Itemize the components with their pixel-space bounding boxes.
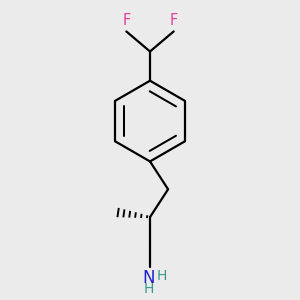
Text: H: H [143,282,154,296]
Text: F: F [122,13,130,28]
Text: N: N [142,268,155,286]
Text: F: F [169,13,178,28]
Text: H: H [157,268,167,283]
